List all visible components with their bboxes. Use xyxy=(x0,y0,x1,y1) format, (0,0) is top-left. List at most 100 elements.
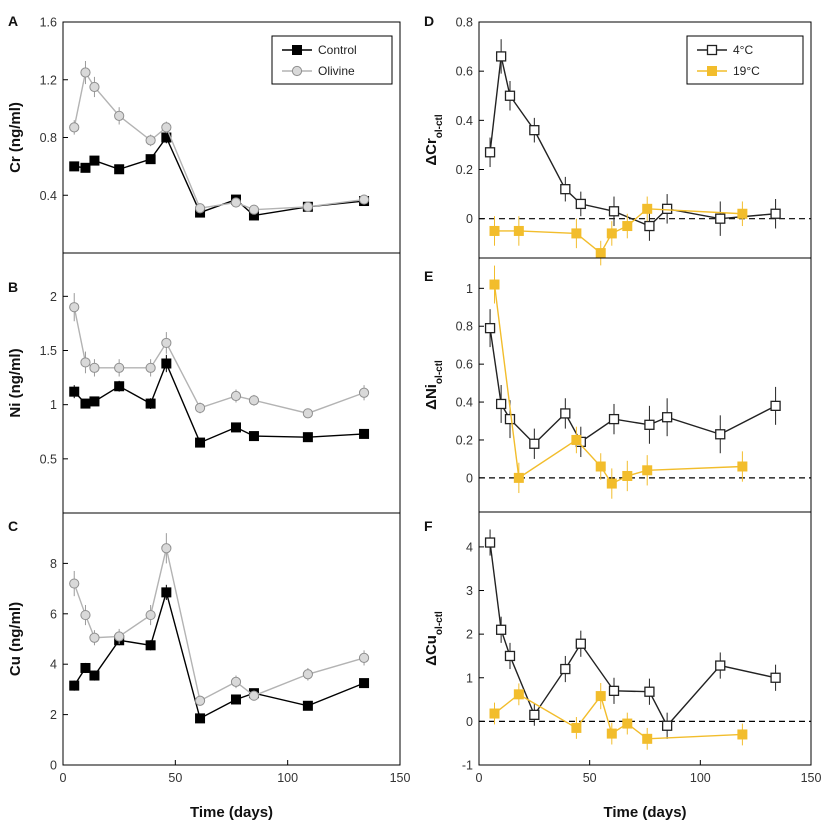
data-point xyxy=(770,208,781,219)
panel-a: A 0.4 0.8 1.2 1.6 Cr (ng/ml) Control Olivine xyxy=(7,13,401,254)
data-point xyxy=(606,478,617,489)
legend-marker xyxy=(707,66,717,76)
data-point xyxy=(302,669,313,680)
series-line xyxy=(73,307,365,415)
x-axis-label: Time (days) xyxy=(603,804,686,821)
y-tick-label: 0.2 xyxy=(456,433,473,447)
series-4-c xyxy=(484,309,781,459)
data-point xyxy=(145,609,156,621)
x-tick-label: 100 xyxy=(277,771,298,785)
data-point xyxy=(248,431,259,442)
series-line xyxy=(73,589,365,720)
y-tick-label: 0 xyxy=(466,715,473,729)
data-point xyxy=(114,110,125,121)
x-tick-label: 0 xyxy=(476,771,483,785)
data-point xyxy=(195,437,206,448)
data-point xyxy=(737,461,748,472)
y-axis-label: Cu (ng/ml) xyxy=(7,602,24,676)
data-point xyxy=(359,678,370,689)
data-point xyxy=(89,155,100,166)
data-point xyxy=(489,708,500,719)
series-line xyxy=(489,542,776,727)
y-tick-label: 0.4 xyxy=(40,189,57,203)
y-tick-label: 6 xyxy=(50,607,57,621)
y-axis-label: Ni (ng/ml) xyxy=(7,348,24,417)
data-point xyxy=(606,228,617,239)
data-point xyxy=(302,700,313,711)
series-line xyxy=(489,328,776,445)
y-tick-label: 4 xyxy=(50,658,57,672)
data-point xyxy=(608,206,620,217)
data-point xyxy=(529,438,540,449)
data-point xyxy=(114,362,125,373)
data-point xyxy=(302,432,313,443)
data-point xyxy=(513,689,524,700)
legend-marker xyxy=(292,45,302,55)
series-19-c xyxy=(489,196,748,266)
y-tick-label: 1 xyxy=(466,282,473,296)
legend-marker xyxy=(291,65,303,77)
y-tick-label: 3 xyxy=(466,584,473,598)
series-line xyxy=(493,284,743,485)
panel-letter: D xyxy=(424,13,434,29)
data-point xyxy=(69,122,80,133)
data-point xyxy=(504,650,516,662)
series-line xyxy=(73,70,365,211)
panel-e: E 0 0.2 0.4 0.6 0.8 1 ΔNiol-ctl xyxy=(423,257,812,513)
data-point xyxy=(489,279,500,290)
data-point xyxy=(230,694,241,705)
y-tick-label: 0 xyxy=(50,759,57,773)
data-point xyxy=(114,631,125,642)
y-tick-label: 0.2 xyxy=(456,163,473,177)
series-control xyxy=(69,354,370,448)
data-point xyxy=(161,587,172,598)
series-4-c xyxy=(484,39,781,241)
legend-label: Olivine xyxy=(318,64,355,78)
y-tick-label: 1.5 xyxy=(40,344,57,358)
panel-letter: B xyxy=(8,279,18,295)
legend-marker xyxy=(706,44,718,56)
y-tick-label: 0.8 xyxy=(456,320,473,334)
data-point xyxy=(495,624,507,635)
data-point xyxy=(161,122,172,133)
y-tick-label: 0 xyxy=(466,212,473,226)
x-axis-label: Time (days) xyxy=(190,804,273,821)
panel-c: C 0 2 4 6 8 0 50 100 150 Time (days) Cu (ng/ml) xyxy=(7,512,411,821)
data-point xyxy=(644,419,655,430)
data-point xyxy=(89,81,100,93)
data-point xyxy=(560,663,571,675)
y-tick-label: 1.2 xyxy=(40,73,57,87)
y-tick-label: 0.8 xyxy=(456,16,473,30)
panel-letter: E xyxy=(424,268,433,284)
data-point xyxy=(80,357,91,368)
data-point xyxy=(230,390,242,402)
series-line xyxy=(73,361,365,444)
series-line xyxy=(74,136,365,217)
data-point xyxy=(80,609,91,621)
data-point xyxy=(642,733,653,744)
y-axis-label: Cr (ng/ml) xyxy=(7,102,24,173)
series-19-c xyxy=(489,265,748,499)
data-point xyxy=(161,543,172,554)
data-point xyxy=(642,465,653,476)
y-tick-label: 0.8 xyxy=(40,131,57,145)
data-point xyxy=(575,198,586,210)
data-point xyxy=(358,387,370,398)
data-point xyxy=(484,322,496,334)
data-point xyxy=(161,337,172,349)
data-point xyxy=(529,709,540,720)
data-point xyxy=(195,713,206,724)
data-point xyxy=(194,203,206,214)
data-point xyxy=(770,672,781,683)
data-point xyxy=(230,422,241,433)
data-point xyxy=(644,220,655,232)
x-tick-label: 50 xyxy=(168,771,182,785)
y-tick-label: 1.6 xyxy=(40,16,57,30)
legend-label: Control xyxy=(318,43,357,57)
data-point xyxy=(114,164,125,175)
y-tick-label: 0 xyxy=(466,471,473,485)
data-point xyxy=(513,225,524,236)
x-tick-label: 150 xyxy=(390,771,411,785)
x-tick-label: 100 xyxy=(690,771,711,785)
series-line xyxy=(73,548,365,702)
